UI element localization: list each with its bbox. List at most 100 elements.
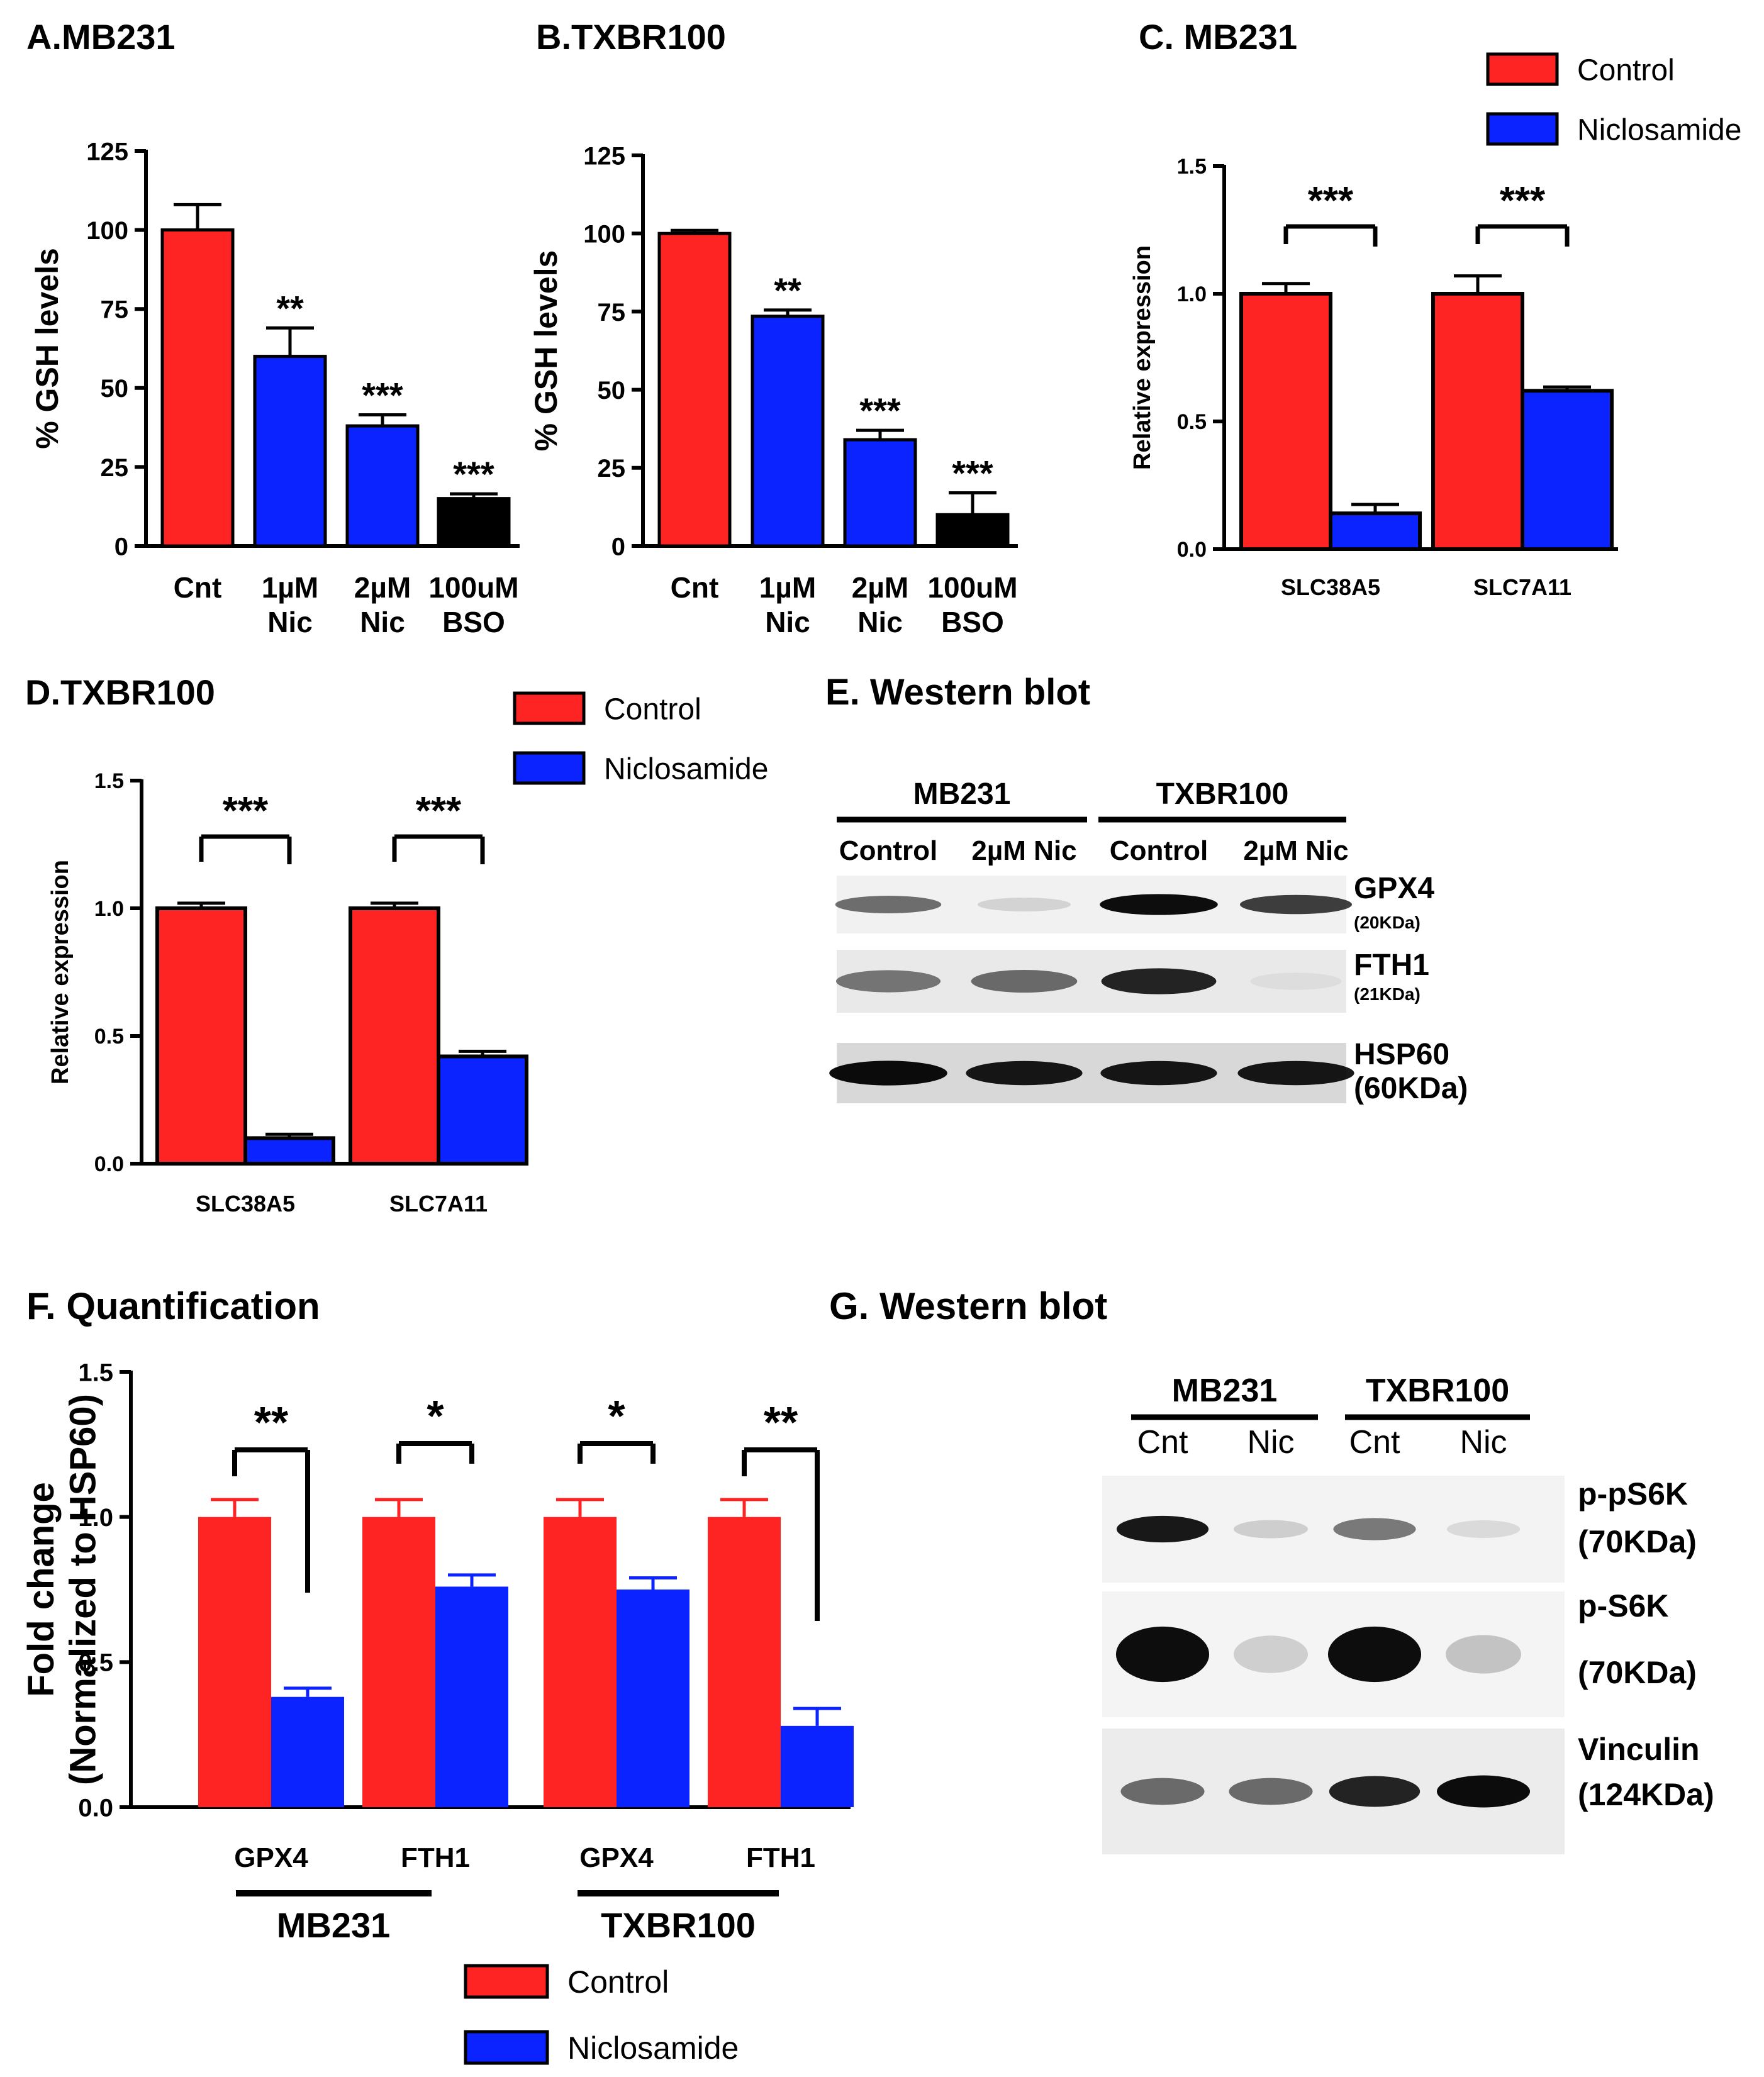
category-label: FTH1 bbox=[746, 1842, 815, 1873]
blot-band bbox=[1116, 1515, 1209, 1543]
category-label: Nic bbox=[857, 606, 903, 638]
blot-band bbox=[1100, 894, 1218, 915]
y-tick-label: 50 bbox=[598, 377, 626, 404]
blot-lane-label: Nic bbox=[1460, 1424, 1507, 1461]
blot-band bbox=[835, 970, 941, 993]
bar bbox=[437, 497, 511, 548]
molecular-weight-label: (70KDa) bbox=[1578, 1524, 1697, 1559]
category-label: 1µM bbox=[262, 571, 318, 604]
category-label: 100uM bbox=[927, 571, 1017, 604]
y-axis-label: % GSH levels bbox=[528, 250, 564, 452]
bar bbox=[657, 231, 732, 548]
category-label: 1µM bbox=[759, 571, 816, 604]
blot-band bbox=[1233, 1520, 1309, 1539]
protein-label: Vinculin bbox=[1578, 1732, 1700, 1767]
chart-title: B.TXBR100 bbox=[536, 17, 726, 57]
blot-lane-label: 2µM Nic bbox=[971, 835, 1076, 866]
bar-control bbox=[708, 1517, 781, 1807]
significance-marker: *** bbox=[1308, 179, 1354, 223]
y-tick-label: 125 bbox=[86, 138, 128, 165]
bar-control bbox=[349, 906, 440, 1166]
blot-band bbox=[1101, 968, 1217, 994]
blot-band bbox=[1233, 1635, 1309, 1673]
blot-band bbox=[1100, 1061, 1217, 1086]
category-label: SLC38A5 bbox=[1281, 574, 1380, 600]
molecular-weight-label: (20KDa) bbox=[1354, 913, 1421, 932]
category-label: Cnt bbox=[174, 571, 222, 604]
blot-band bbox=[1329, 1776, 1421, 1807]
significance-marker: ** bbox=[276, 288, 304, 328]
blot-group-label: MB231 bbox=[1172, 1373, 1278, 1409]
protein-label: GPX4 bbox=[1354, 872, 1434, 905]
category-label: 2µM bbox=[852, 571, 908, 604]
blot-band bbox=[1436, 1775, 1531, 1808]
chart-panel-c: C. MB231 0.0 0.5 1.0 1.5 Relative expression S… bbox=[1129, 17, 1741, 600]
blot-band bbox=[1239, 894, 1353, 915]
blot-band bbox=[977, 897, 1071, 912]
blot-panel-g: G. Western blot MB231 TXBR100 Cnt Nic Cnt Nic p… bbox=[829, 1285, 1714, 1854]
bar-niclosamide bbox=[437, 1054, 528, 1166]
category-label: 2µM bbox=[354, 571, 411, 604]
blot-title: G. Western blot bbox=[829, 1285, 1107, 1327]
bar bbox=[843, 438, 917, 548]
protein-label: p-S6K bbox=[1578, 1588, 1668, 1623]
legend-label: Niclosamide bbox=[567, 2030, 739, 2066]
legend-swatch-niclosamide bbox=[464, 2030, 549, 2065]
y-tick-label: 1.5 bbox=[78, 1359, 113, 1386]
blot-lane-label: Control bbox=[839, 835, 937, 866]
bar-niclosamide bbox=[435, 1586, 508, 1807]
protein-label: p-pS6K bbox=[1578, 1476, 1688, 1512]
significance-marker: ** bbox=[764, 1398, 798, 1447]
blot-group-label: TXBR100 bbox=[1366, 1373, 1509, 1409]
blot-band bbox=[1333, 1518, 1416, 1540]
bar-niclosamide bbox=[781, 1725, 854, 1807]
y-axis-label: (Normalized to HSP60) bbox=[63, 1394, 104, 1785]
y-axis-label: Relative expression bbox=[47, 860, 74, 1084]
y-tick-label: 75 bbox=[598, 299, 626, 326]
legend-swatch-control bbox=[513, 691, 586, 725]
y-tick-label: 0.0 bbox=[94, 1152, 124, 1176]
molecular-weight-label: (70KDa) bbox=[1578, 1655, 1697, 1690]
bar-control bbox=[198, 1517, 271, 1807]
y-tick-label: 0.5 bbox=[94, 1025, 124, 1049]
category-label: SLC38A5 bbox=[196, 1191, 295, 1217]
blot-band bbox=[1237, 1061, 1354, 1086]
y-tick-label: 25 bbox=[101, 454, 129, 482]
y-tick-label: 1.5 bbox=[94, 769, 124, 793]
blot-band bbox=[1446, 1635, 1521, 1674]
blot-lane-label: Cnt bbox=[1137, 1424, 1188, 1461]
molecular-weight-label: (60KDa) bbox=[1354, 1072, 1468, 1105]
significance-marker: *** bbox=[453, 454, 494, 494]
molecular-weight-label: (124KDa) bbox=[1578, 1777, 1714, 1812]
blot-lane-label: Control bbox=[1110, 835, 1208, 866]
y-axis-label: Relative expression bbox=[1129, 245, 1156, 470]
category-label: Nic bbox=[360, 606, 405, 638]
significance-marker: *** bbox=[952, 454, 993, 493]
significance-marker: *** bbox=[1500, 179, 1546, 223]
y-tick-label: 100 bbox=[583, 221, 625, 248]
bar-control bbox=[1239, 292, 1332, 551]
blot-lane-label: Nic bbox=[1247, 1424, 1294, 1461]
blot-band bbox=[1229, 1778, 1313, 1805]
blot-band bbox=[1115, 1626, 1210, 1683]
blot-title: E. Western blot bbox=[825, 672, 1090, 713]
significance-marker: * bbox=[608, 1391, 625, 1440]
bar-control bbox=[544, 1517, 617, 1807]
y-tick-label: 25 bbox=[598, 455, 626, 482]
blot-band bbox=[1120, 1778, 1205, 1805]
legend-swatch-niclosamide bbox=[513, 751, 586, 785]
significance-marker: *** bbox=[223, 789, 269, 833]
category-label: BSO bbox=[941, 606, 1004, 638]
group-label: TXBR100 bbox=[601, 1905, 756, 1945]
y-tick-label: 50 bbox=[101, 375, 129, 403]
blot-band bbox=[1327, 1626, 1422, 1683]
bar bbox=[751, 315, 825, 548]
blot-group-label: MB231 bbox=[913, 777, 1011, 811]
y-tick-label: 0.0 bbox=[1177, 538, 1207, 562]
category-label: Nic bbox=[267, 606, 313, 638]
bar-niclosamide bbox=[271, 1696, 344, 1807]
bar bbox=[253, 355, 327, 548]
molecular-weight-label: (21KDa) bbox=[1354, 984, 1421, 1004]
